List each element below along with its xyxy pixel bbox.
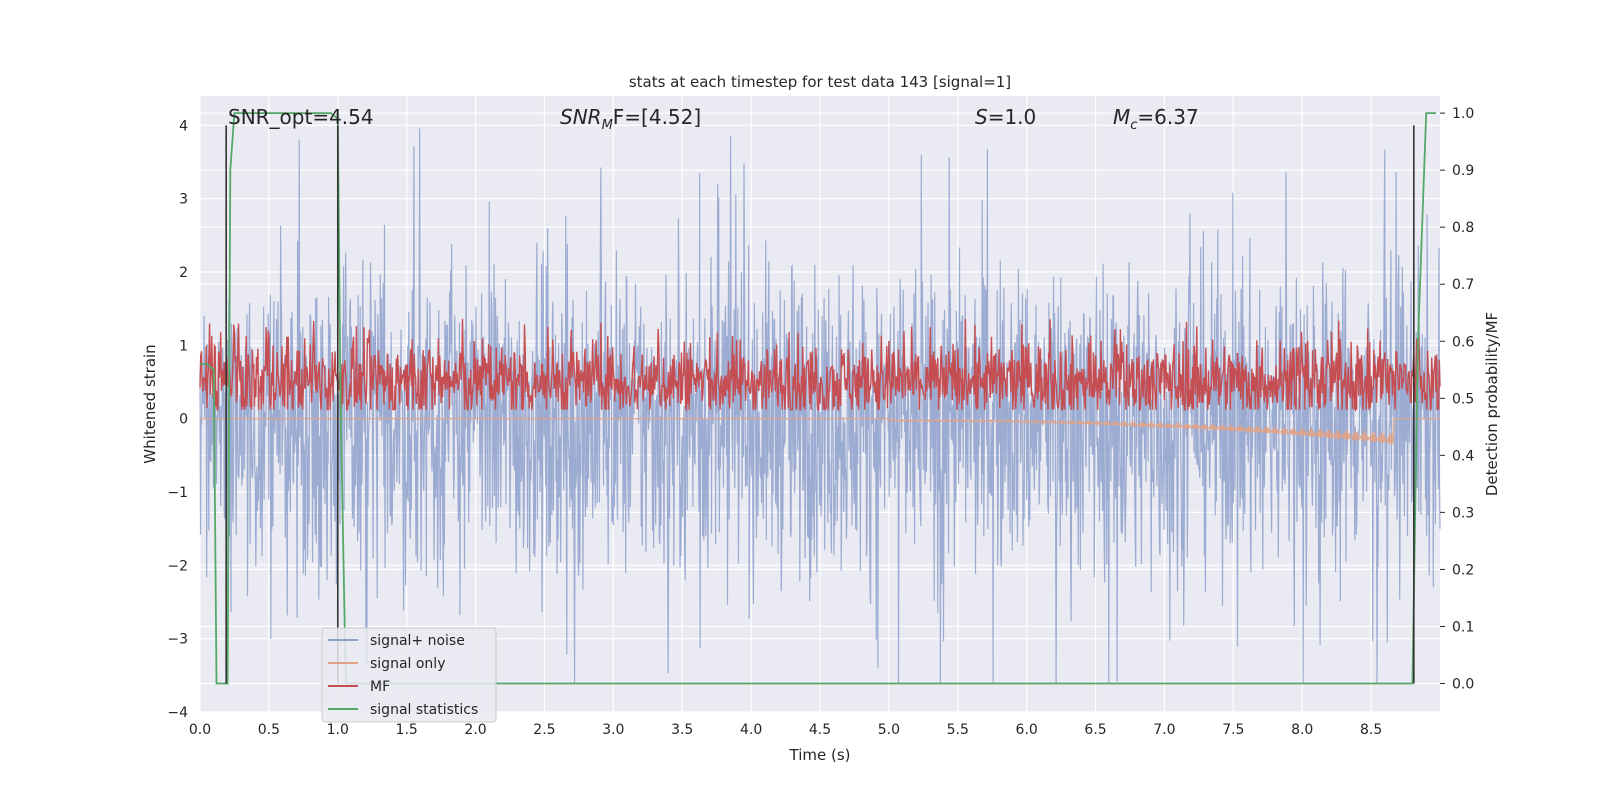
y-tick-label-right: 0.4 (1452, 448, 1474, 464)
y-tick-label-right: 0.6 (1452, 334, 1474, 350)
ticks-layer: 0.0 0.5 1.0 1.5 2.0 2.5 3.0 3.5 4.0 4.5 5.0 5.5 6.0 6… (167, 106, 1474, 738)
x-tick-label: 5.0 (878, 722, 900, 738)
legend-label-mf: MF (370, 679, 390, 695)
x-tick-label: 3.0 (602, 722, 624, 738)
x-tick-label: 8.0 (1291, 722, 1313, 738)
x-tick-label: 4.0 (740, 722, 762, 738)
annotation-mc-main: M (1113, 105, 1130, 129)
y-tick-label-right: 0.5 (1452, 391, 1474, 407)
y-tick-label-right: 0.8 (1452, 220, 1474, 236)
x-tick-label: 2.0 (464, 722, 486, 738)
x-tick-label: 7.0 (1153, 722, 1175, 738)
y-tick-label-left: −1 (167, 485, 188, 501)
series-signal-only (200, 418, 1440, 445)
x-tick-label: 1.0 (327, 722, 349, 738)
y-tick-label-left: −2 (167, 558, 188, 574)
chart-title: stats at each timestep for test data 143… (629, 73, 1011, 91)
y-axis-label-right: Detection probability/MF (1483, 312, 1501, 496)
annotation-s-main: S (975, 105, 988, 129)
annotation-snr-opt: SNR_opt=4.54 (228, 105, 374, 129)
y-tick-label-left: 4 (179, 118, 188, 134)
legend-label-signal-statistics: signal statistics (370, 702, 478, 718)
x-tick-label: 0.5 (258, 722, 280, 738)
x-tick-label: 6.5 (1084, 722, 1106, 738)
legend-box (321, 627, 497, 723)
annotation-mc: Mc=6.37 (1113, 105, 1199, 133)
y-tick-label-left: −3 (167, 632, 188, 648)
y-tick-label-right: 0.9 (1452, 163, 1474, 179)
y-axis-label-left: Whitened strain (141, 344, 159, 463)
x-axis-label: Time (s) (789, 746, 851, 764)
y-tick-label-left: 2 (179, 265, 188, 281)
legend: signal+ noise signal only MF signal stat… (321, 627, 497, 723)
annotation-snr-mf-sub: M (602, 118, 613, 133)
annotation-snr-mf-main: SNR (560, 105, 602, 129)
x-tick-label: 4.5 (809, 722, 831, 738)
y-tick-label-right: 0.0 (1452, 676, 1474, 692)
y-tick-label-left: −4 (167, 705, 188, 721)
y-tick-label-right: 0.1 (1452, 619, 1474, 635)
legend-label-signal-noise: signal+ noise (370, 633, 465, 649)
x-tick-label: 8.5 (1360, 722, 1382, 738)
y-tick-label-right: 0.3 (1452, 505, 1474, 521)
y-tick-label-right: 0.7 (1452, 277, 1474, 293)
annotation-snr-mf: SNRMF=[4.52] (560, 105, 701, 133)
x-tick-label: 1.5 (396, 722, 418, 738)
x-tick-label: 7.5 (1222, 722, 1244, 738)
annotation-s: S=1.0 (975, 105, 1036, 129)
marker-layer (225, 125, 1415, 684)
series-mf (199, 318, 1441, 413)
x-tick-label: 0.0 (189, 722, 211, 738)
x-tick-label: 3.5 (671, 722, 693, 738)
x-tick-label: 5.5 (947, 722, 969, 738)
legend-label-signal-only: signal only (370, 656, 445, 672)
y-tick-label-left: 3 (179, 192, 188, 208)
annotation-snr-mf-tail: F=[4.52] (613, 105, 701, 129)
annotation-s-tail: =1.0 (988, 105, 1037, 129)
annotation-mc-sub: c (1130, 118, 1137, 133)
annotation-mc-tail: =6.37 (1137, 105, 1198, 129)
x-tick-label: 6.0 (1016, 722, 1038, 738)
x-tick-label: 2.5 (533, 722, 555, 738)
y-tick-label-left: 1 (179, 338, 188, 354)
y-tick-label-right: 0.2 (1452, 562, 1474, 578)
y-tick-label-right: 1.0 (1452, 106, 1474, 122)
series-signal-noise (199, 128, 1441, 683)
y-tick-label-left: 0 (179, 412, 188, 428)
series-signal-statistics (200, 112, 1436, 685)
series-layer (199, 112, 1441, 685)
